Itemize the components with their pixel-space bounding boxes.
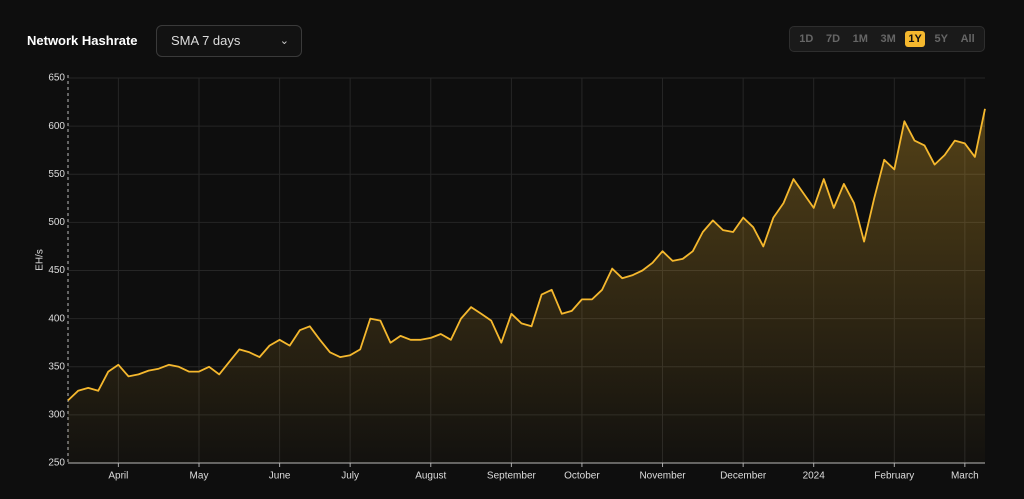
y-tick-label: 450 [48,265,65,276]
x-tick-label: August [415,471,446,482]
y-tick-label: 250 [48,458,65,469]
x-tick-label: November [639,471,686,482]
range-button[interactable]: 1D [799,33,814,45]
y-tick-label: 350 [48,361,65,372]
y-tick-label: 600 [48,121,65,132]
range-button[interactable]: 7D [825,33,841,45]
y-tick-label: 500 [48,217,65,228]
x-tick-label: September [487,471,537,482]
y-axis-label: EH/s [35,249,46,271]
x-tick-label: May [190,471,209,482]
area [68,108,985,464]
x-tick-label: June [269,471,291,482]
y-tick-label: 300 [48,410,65,421]
x-tick-label: October [564,471,600,482]
y-tick-label: 550 [48,169,65,180]
range-button[interactable]: All [960,33,975,45]
title: Network Hashrate [27,33,138,48]
y-tick-label: 400 [48,313,65,324]
chevron: ⌄ [279,35,289,47]
x-tick-label: April [108,471,128,482]
x-tick-label: February [874,471,914,482]
range-button[interactable]: 5Y [934,33,948,45]
y-tick-label: 650 [48,73,65,84]
range-button[interactable]: 1M [852,33,868,45]
dropdown-label: SMA 7 days [171,33,241,48]
range-button[interactable]: 1Y [905,31,925,47]
range-button[interactable]: 3M [880,33,896,45]
sma-dropdown[interactable]: SMA 7 days ⌄ [156,25,302,57]
x-tick-label: December [720,471,767,482]
range-selector: 1D 7D 1M 3M 1Y 5Y All [789,26,985,52]
line [67,108,986,402]
x-tick-label: March [951,471,979,482]
x-tick-label: July [341,471,359,482]
x-tick-label: 2024 [803,471,826,482]
